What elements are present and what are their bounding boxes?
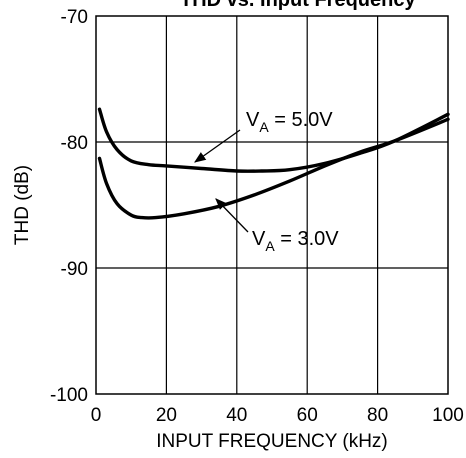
x-tick-label: 100	[432, 405, 464, 426]
x-axis-title: INPUT FREQUENCY (kHz)	[156, 431, 388, 452]
plot-frame	[95, 15, 449, 395]
x-tick-labels: 0 20 40 60 80 100	[91, 405, 464, 426]
annotation-arrow	[194, 129, 241, 163]
series-line-3v	[97, 117, 450, 220]
y-tick-label: -90	[61, 259, 88, 280]
annotations: VA = 5.0V VA = 3.0V	[194, 109, 339, 254]
y-tick-label: -100	[50, 385, 88, 406]
x-tick-label: 60	[297, 405, 318, 426]
series-label-3v: VA = 3.0V	[252, 228, 339, 254]
y-tick-label: -70	[61, 7, 88, 28]
x-tick-label: 40	[226, 405, 247, 426]
y-tick-labels: -100 -90 -80 -70	[50, 7, 88, 406]
y-axis-title: THD (dB)	[12, 165, 33, 245]
y-tick-label: -80	[61, 133, 88, 154]
x-tick-label: 0	[91, 405, 102, 426]
grid	[96, 16, 448, 394]
x-tick-label: 20	[156, 405, 177, 426]
series-label-5v: VA = 5.0V	[246, 109, 333, 135]
x-tick-label: 80	[367, 405, 388, 426]
annotation-arrow	[215, 198, 249, 233]
curves	[97, 107, 450, 220]
chart-title: THD vs. Input Frequency	[180, 0, 416, 11]
